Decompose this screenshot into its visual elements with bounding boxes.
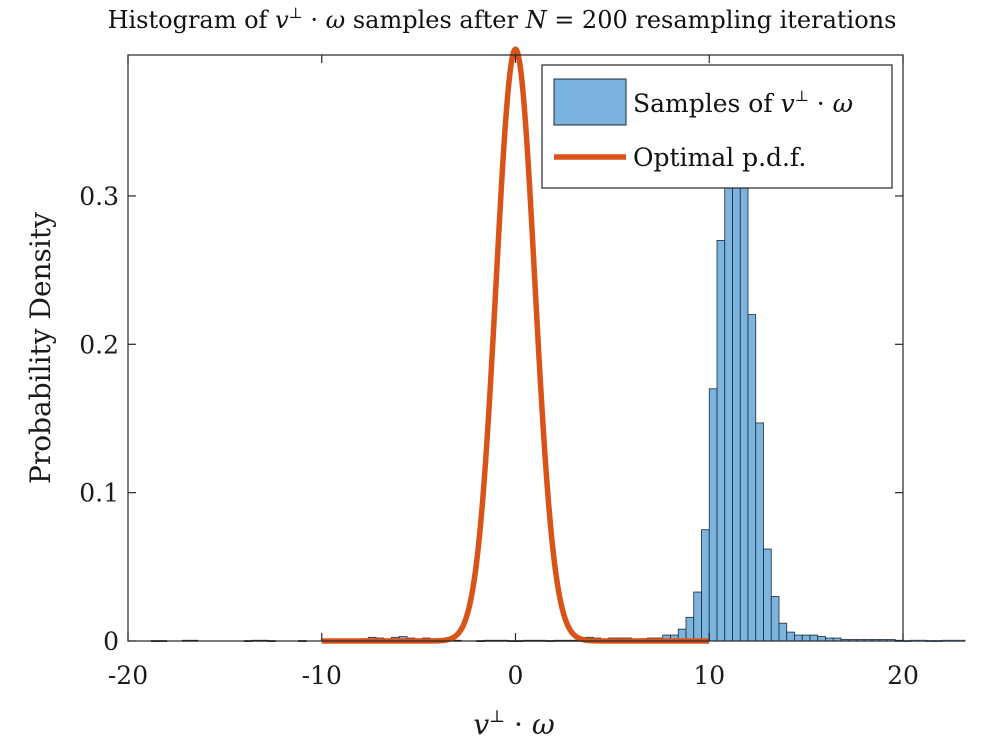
histogram-bar (732, 136, 741, 642)
x-tick-label: 0 (508, 661, 524, 690)
legend-swatch-histogram (553, 78, 627, 126)
histogram-bar (918, 639, 927, 642)
histogram-bar (910, 639, 919, 642)
histogram-bar (925, 640, 935, 642)
histogram-bar (739, 158, 749, 642)
y-axis-label: Probability Density (24, 212, 57, 484)
y-tick-label: 0.3 (79, 182, 119, 211)
histogram-bar (801, 634, 811, 642)
histogram-bar (724, 133, 733, 642)
legend-label-histogram: Samples of v⊥ · ω (633, 87, 853, 118)
legend: Samples of v⊥ · ω Optimal p.d.f. (541, 64, 893, 189)
histogram-bar (902, 640, 912, 642)
histogram-bar (941, 639, 950, 642)
x-tick-label: -20 (108, 661, 148, 690)
histogram-bar (763, 548, 772, 642)
y-tick-label: 0.2 (79, 330, 119, 359)
histogram-bar (693, 591, 702, 642)
histogram-bar (685, 616, 695, 642)
histogram-bar (786, 631, 795, 642)
histogram-bar (770, 596, 780, 642)
histogram-bar (755, 422, 764, 642)
x-tick-label: 20 (887, 661, 919, 690)
histogram-bar (809, 634, 819, 642)
histogram-bar (701, 529, 710, 642)
histogram-bar (817, 636, 826, 642)
histogram-bar (708, 388, 718, 642)
histogram-bar (778, 622, 788, 642)
histogram-bar (956, 639, 966, 642)
x-tick-label: -10 (302, 661, 342, 690)
y-tick-labels: 0 0.1 0.2 0.3 (79, 182, 119, 656)
histogram-bar (949, 639, 958, 642)
histogram-bar (716, 240, 726, 642)
histogram-bar (747, 314, 757, 642)
chart-title: Histogram of v⊥ · ω samples after N = 20… (108, 4, 897, 34)
legend-label-pdf: Optimal p.d.f. (633, 143, 806, 172)
axis-ticks (127, 55, 904, 642)
histogram-bar (933, 640, 943, 642)
y-tick-label: 0.1 (79, 479, 119, 508)
x-axis-label: v⊥ · ω (473, 707, 555, 741)
histogram-bar (794, 634, 803, 642)
histogram-bars (150, 133, 966, 642)
y-tick-label: 0 (103, 627, 119, 656)
x-tick-labels: -20 -10 0 10 20 (108, 661, 919, 690)
x-tick-label: 10 (693, 661, 725, 690)
